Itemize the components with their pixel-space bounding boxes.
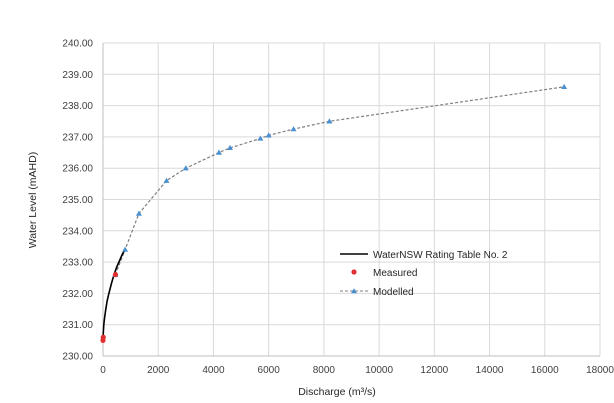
modelled-point bbox=[257, 135, 264, 141]
x-tick-label: 12000 bbox=[420, 365, 448, 376]
modelled-point bbox=[227, 144, 234, 151]
modelled-point bbox=[290, 126, 297, 132]
measured-point bbox=[112, 272, 119, 278]
modelled-point bbox=[163, 177, 170, 183]
x-tick-label: 14000 bbox=[476, 365, 504, 376]
y-tick-label: 232.00 bbox=[62, 289, 93, 300]
x-tick-label: 6000 bbox=[258, 365, 281, 376]
x-tick-label: 0 bbox=[100, 365, 106, 376]
y-tick-label: 236.00 bbox=[62, 164, 93, 175]
y-tick-label: 237.00 bbox=[62, 132, 93, 143]
legend-symbol-measured bbox=[351, 269, 357, 275]
x-axis-title: Discharge (m³/s) bbox=[298, 386, 376, 398]
series-line-rating-table bbox=[102, 249, 126, 342]
legend-label-modelled: Modelled bbox=[373, 287, 414, 298]
y-tick-label: 230.00 bbox=[62, 352, 93, 363]
y-tick-label: 235.00 bbox=[62, 195, 93, 206]
x-tick-label: 8000 bbox=[313, 365, 336, 376]
legend-symbol-modelled-marker bbox=[351, 288, 357, 294]
y-tick-label: 234.00 bbox=[62, 226, 93, 237]
y-axis-title: Water Level (mAHD) bbox=[27, 152, 39, 248]
y-tick-label: 239.00 bbox=[62, 70, 93, 81]
modelled-point bbox=[182, 165, 189, 171]
axes bbox=[102, 43, 600, 357]
modelled-point bbox=[135, 210, 142, 216]
legend-label-measured: Measured bbox=[373, 268, 417, 279]
y-tick-label: 233.00 bbox=[62, 258, 93, 269]
x-tick-label: 2000 bbox=[147, 365, 170, 376]
y-tick-label: 231.00 bbox=[62, 320, 93, 331]
legend-label-rating-table: WaterNSW Rating Table No. 2 bbox=[373, 250, 508, 261]
x-tick-label: 10000 bbox=[365, 365, 393, 376]
modelled-point bbox=[215, 149, 222, 155]
x-tick-label: 18000 bbox=[586, 365, 614, 376]
modelled-point bbox=[265, 132, 272, 138]
x-tick-label: 16000 bbox=[531, 365, 559, 376]
tick-labels: 0 2000 4000 6000 8000 10000 12000 14000 16000 180… bbox=[62, 39, 614, 377]
x-tick-label: 4000 bbox=[202, 365, 225, 376]
series bbox=[100, 83, 568, 343]
series-line-modelled bbox=[114, 86, 565, 275]
legend: WaterNSW Rating Table No. 2 Measured Mod… bbox=[340, 250, 508, 298]
measured-point bbox=[100, 334, 106, 340]
modelled-point bbox=[561, 83, 568, 90]
y-tick-label: 238.00 bbox=[62, 101, 93, 112]
y-tick-label: 240.00 bbox=[62, 39, 93, 50]
modelled-point bbox=[122, 246, 129, 252]
modelled-point bbox=[326, 118, 333, 124]
